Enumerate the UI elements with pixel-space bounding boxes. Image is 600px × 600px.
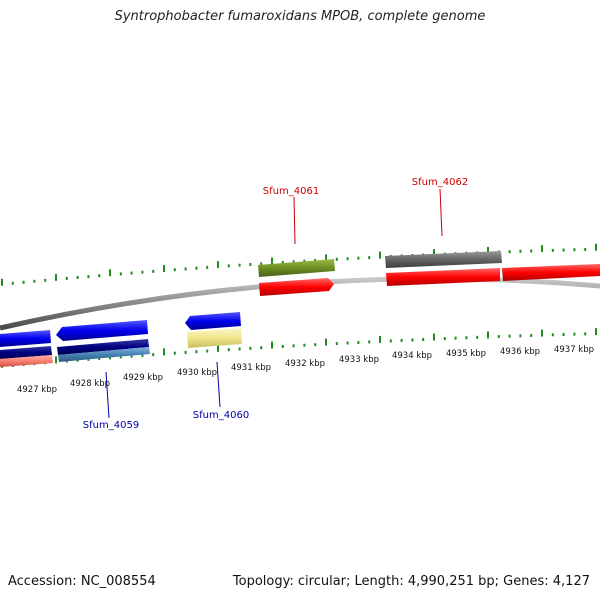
accession-text: Accession: NC_008554: [8, 574, 156, 589]
genome-summary-text: Topology: circular; Length: 4,990,251 bp…: [232, 574, 590, 589]
cds-arrow-sfum-4061[interactable]: [259, 278, 334, 296]
feature-olive-sfum-4061[interactable]: [258, 259, 335, 277]
callout-line-sfum-4062: [439, 188, 443, 237]
kbp-scale-labels: 4927 kbp 4928 kbp 4929 kbp 4930 kbp 4931…: [17, 345, 594, 395]
kbp-label-4933: 4933 kbp: [339, 355, 379, 365]
kbp-label-4930: 4930 kbp: [177, 368, 217, 378]
callout-line-sfum-4060: [216, 361, 221, 408]
kbp-label-4929: 4929 kbp: [123, 373, 163, 383]
reverse-strand-features: [0, 312, 242, 367]
kbp-label-4934: 4934 kbp: [392, 351, 432, 361]
gene-label-sfum-4060[interactable]: Sfum_4060: [193, 410, 249, 421]
gene-label-sfum-4061[interactable]: Sfum_4061: [263, 186, 319, 197]
callout-line-sfum-4059: [105, 371, 110, 419]
feature-khaki-sfum-4060[interactable]: [187, 328, 242, 348]
cds-arrow-sfum-4060[interactable]: [185, 312, 241, 330]
callout-line-sfum-4061: [293, 196, 296, 245]
kbp-label-4935: 4935 kbp: [446, 349, 486, 359]
forward-strand-features: [258, 251, 600, 296]
feature-steelblue-sfum-4059[interactable]: [58, 347, 150, 362]
cds-arrow-next[interactable]: [502, 264, 600, 281]
gene-label-sfum-4059[interactable]: Sfum_4059: [83, 420, 139, 431]
kbp-label-4927: 4927 kbp: [17, 385, 57, 395]
cds-arrow-sfum-4059[interactable]: [56, 320, 148, 341]
feature-navy-sfum-4059[interactable]: [57, 339, 149, 355]
page-title: Syntrophobacter fumaroxidans MPOB, compl…: [114, 9, 486, 24]
feature-salmon-left-edge[interactable]: [0, 355, 53, 367]
kbp-label-4937: 4937 kbp: [554, 345, 594, 355]
gene-label-sfum-4062[interactable]: Sfum_4062: [412, 177, 468, 188]
kbp-label-4931: 4931 kbp: [231, 363, 271, 373]
feature-navy-left-edge[interactable]: [0, 346, 52, 359]
kbp-label-4936: 4936 kbp: [500, 347, 540, 357]
gene-callouts: [105, 188, 443, 419]
cds-arrow-sfum-4062[interactable]: [386, 268, 500, 286]
kbp-label-4932: 4932 kbp: [285, 359, 325, 369]
cds-arrow-left-edge[interactable]: [0, 330, 51, 347]
feature-gray-sfum-4062[interactable]: [385, 251, 502, 268]
gene-labels: Sfum_4061 Sfum_4062 Sfum_4059 Sfum_4060: [83, 177, 468, 431]
kbp-label-4928: 4928 kbp: [70, 379, 110, 389]
